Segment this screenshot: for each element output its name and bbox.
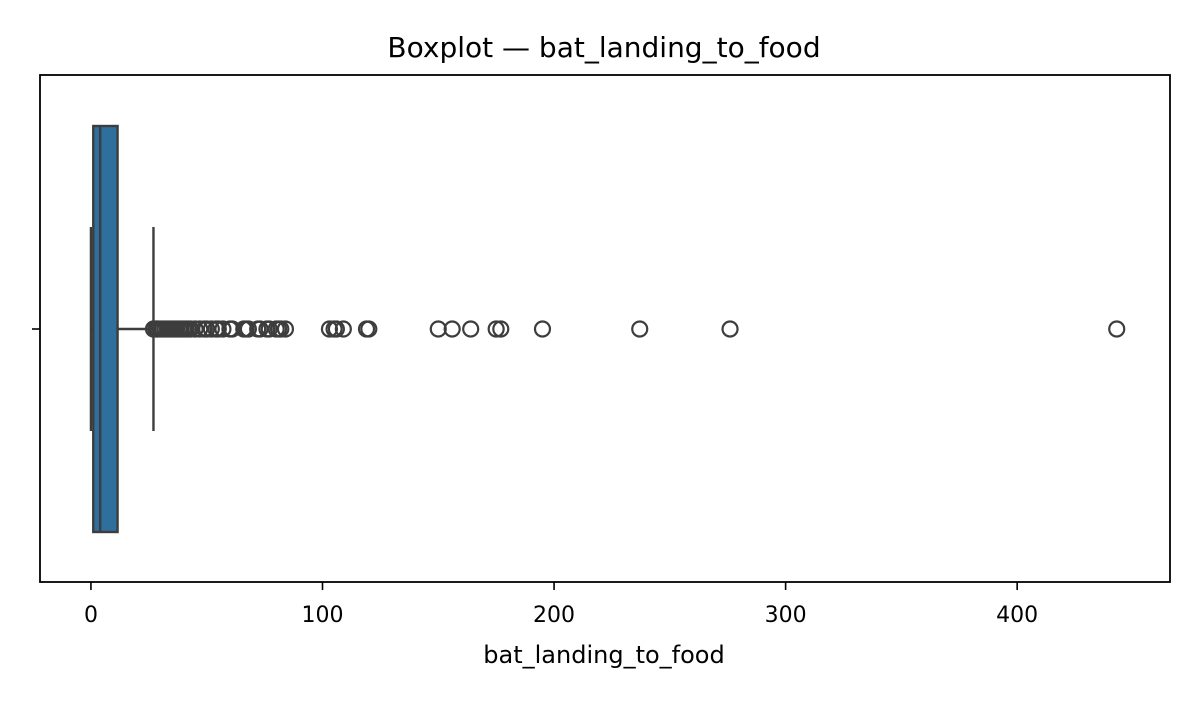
outlier-point <box>631 320 649 338</box>
x-axis-label: bat_landing_to_food <box>483 641 724 669</box>
outlier-point <box>223 320 241 338</box>
outlier-point <box>320 320 339 338</box>
outlier-point <box>492 320 510 338</box>
outlier-point <box>462 320 480 338</box>
x-tick-label: 400 <box>996 603 1038 628</box>
x-tick-label: 0 <box>84 603 98 628</box>
outlier-point <box>214 320 232 338</box>
outlier-point <box>239 320 258 338</box>
x-tick-label: 200 <box>533 603 575 628</box>
outlier-point <box>198 320 216 338</box>
outlier-point <box>487 320 505 338</box>
outlier-point <box>181 320 200 338</box>
chart-title: Boxplot — bat_landing_to_food <box>387 31 820 64</box>
outlier-point <box>186 320 204 338</box>
outlier-point <box>276 320 295 338</box>
outlier-point <box>327 320 345 338</box>
outlier-point <box>429 320 447 338</box>
outlier-point <box>202 320 220 338</box>
outlier-point <box>209 320 227 338</box>
box-iqr <box>92 124 119 534</box>
x-tick-label: 300 <box>765 603 807 628</box>
outlier-point <box>721 320 739 338</box>
outlier-point <box>1108 320 1126 338</box>
outlier-point <box>251 320 269 338</box>
outlier-point <box>533 320 552 338</box>
outlier-point <box>260 320 278 338</box>
outlier-point <box>443 320 461 338</box>
outlier-point <box>191 320 209 338</box>
x-tick-label: 100 <box>302 603 344 628</box>
plot-area: 0 100 200 300 400 <box>32 74 1171 628</box>
outlier-point <box>360 320 378 338</box>
outlier-point <box>272 320 290 338</box>
outlier-point <box>334 320 352 338</box>
